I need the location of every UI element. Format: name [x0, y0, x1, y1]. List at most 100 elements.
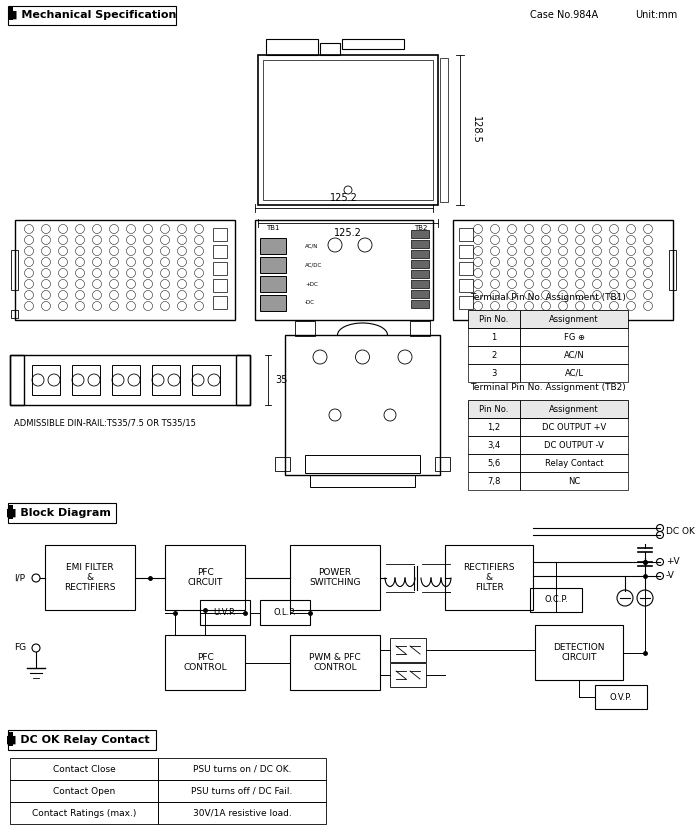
- Text: NC: NC: [568, 476, 580, 485]
- Bar: [459, 228, 473, 241]
- Bar: [260, 257, 286, 273]
- Bar: [459, 296, 473, 309]
- Bar: [411, 230, 429, 238]
- Bar: [440, 58, 448, 202]
- Text: DC OUTPUT -V: DC OUTPUT -V: [544, 440, 604, 450]
- Bar: [411, 300, 429, 308]
- Text: I/P: I/P: [14, 574, 25, 582]
- Text: ■ Block Diagram: ■ Block Diagram: [6, 508, 111, 518]
- Bar: [520, 400, 628, 418]
- Bar: [468, 364, 520, 382]
- Text: 3: 3: [491, 369, 497, 378]
- Text: 3,4: 3,4: [487, 440, 500, 450]
- Text: RECTIFIERS
&
FILTER: RECTIFIERS & FILTER: [463, 563, 514, 592]
- Bar: [275, 457, 290, 471]
- Bar: [535, 625, 623, 680]
- Bar: [165, 545, 245, 610]
- Bar: [260, 238, 286, 254]
- Text: U.V.P.: U.V.P.: [214, 608, 237, 617]
- Bar: [320, 43, 340, 55]
- Bar: [11, 310, 18, 318]
- Text: TB2: TB2: [414, 225, 428, 231]
- Text: PSU turns on / DC OK.: PSU turns on / DC OK.: [193, 765, 291, 773]
- Bar: [310, 475, 415, 487]
- Bar: [435, 457, 450, 471]
- Bar: [411, 270, 429, 278]
- Bar: [669, 250, 676, 290]
- Bar: [530, 588, 582, 612]
- Bar: [200, 600, 250, 625]
- Bar: [8, 505, 13, 519]
- Text: O.C.P.: O.C.P.: [544, 595, 568, 605]
- Bar: [390, 638, 426, 662]
- Bar: [260, 600, 310, 625]
- Bar: [10, 758, 158, 780]
- Text: Case No.984A: Case No.984A: [530, 10, 598, 20]
- Bar: [8, 7, 13, 20]
- Bar: [342, 39, 404, 49]
- Bar: [459, 279, 473, 292]
- Bar: [453, 220, 673, 320]
- Text: ADMISSIBLE DIN-RAIL:TS35/7.5 OR TS35/15: ADMISSIBLE DIN-RAIL:TS35/7.5 OR TS35/15: [14, 419, 196, 428]
- Text: EMI FILTER
&
RECTIFIERS: EMI FILTER & RECTIFIERS: [64, 563, 116, 592]
- Bar: [295, 321, 315, 336]
- Bar: [158, 758, 326, 780]
- Bar: [266, 39, 318, 55]
- Bar: [10, 355, 250, 405]
- Bar: [520, 418, 628, 436]
- Bar: [411, 290, 429, 298]
- Bar: [285, 335, 440, 475]
- Bar: [152, 365, 180, 395]
- Bar: [213, 262, 227, 275]
- Text: 30V/1A resistive load.: 30V/1A resistive load.: [193, 808, 291, 817]
- Bar: [520, 454, 628, 472]
- Text: POWER
SWITCHING: POWER SWITCHING: [309, 568, 360, 587]
- Bar: [213, 228, 227, 241]
- Text: PSU turns off / DC Fail.: PSU turns off / DC Fail.: [191, 786, 293, 796]
- Bar: [520, 346, 628, 364]
- Bar: [410, 321, 430, 336]
- Text: AC/DC: AC/DC: [305, 263, 322, 268]
- Text: PWM & PFC
CONTROL: PWM & PFC CONTROL: [309, 653, 360, 672]
- Bar: [468, 346, 520, 364]
- Text: AC/L: AC/L: [564, 369, 584, 378]
- Text: PFC
CONTROL: PFC CONTROL: [183, 653, 227, 672]
- Text: 2: 2: [491, 350, 496, 359]
- Text: -DC: -DC: [305, 300, 315, 305]
- Bar: [468, 472, 520, 490]
- Bar: [192, 365, 220, 395]
- Bar: [468, 400, 520, 418]
- Bar: [459, 262, 473, 275]
- Text: +DC: +DC: [305, 282, 318, 287]
- Bar: [411, 260, 429, 268]
- Bar: [468, 436, 520, 454]
- Bar: [411, 240, 429, 248]
- Bar: [158, 802, 326, 824]
- Bar: [411, 280, 429, 288]
- Bar: [520, 328, 628, 346]
- Text: FG ⊕: FG ⊕: [564, 333, 584, 341]
- Bar: [10, 802, 158, 824]
- Text: TB1: TB1: [266, 225, 280, 231]
- Text: Assignment: Assignment: [550, 404, 598, 414]
- Bar: [305, 455, 420, 473]
- Bar: [468, 310, 520, 328]
- Bar: [45, 545, 135, 610]
- Bar: [32, 365, 60, 395]
- Bar: [213, 296, 227, 309]
- Bar: [260, 295, 286, 311]
- Text: O.V.P.: O.V.P.: [610, 692, 632, 701]
- Bar: [520, 310, 628, 328]
- Text: ■ DC OK Relay Contact: ■ DC OK Relay Contact: [6, 735, 150, 745]
- Text: Relay Contact: Relay Contact: [545, 459, 603, 468]
- Text: 1,2: 1,2: [487, 423, 500, 431]
- Text: Pin No.: Pin No.: [480, 314, 509, 324]
- Text: Assignment: Assignment: [550, 314, 598, 324]
- Bar: [158, 780, 326, 802]
- Bar: [290, 635, 380, 690]
- Text: Contact Close: Contact Close: [52, 765, 116, 773]
- Text: +V: +V: [666, 557, 680, 566]
- Bar: [72, 365, 100, 395]
- Bar: [258, 55, 438, 205]
- Bar: [468, 328, 520, 346]
